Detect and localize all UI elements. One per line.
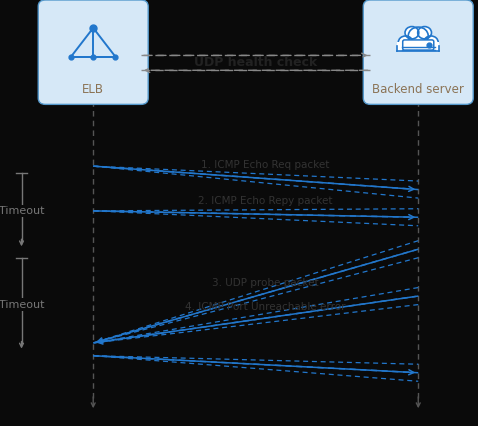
Circle shape	[408, 27, 428, 45]
Circle shape	[398, 36, 413, 49]
Text: Timeout: Timeout	[0, 206, 44, 216]
Circle shape	[424, 36, 438, 49]
Text: ELB: ELB	[82, 83, 104, 96]
Text: UDP health check: UDP health check	[194, 56, 317, 69]
FancyBboxPatch shape	[397, 42, 439, 51]
Text: Timeout: Timeout	[0, 299, 44, 310]
FancyBboxPatch shape	[363, 0, 473, 104]
Text: 3. UDP probe packet: 3. UDP probe packet	[212, 279, 319, 288]
Text: Backend server: Backend server	[372, 83, 464, 96]
FancyBboxPatch shape	[38, 0, 148, 104]
FancyBboxPatch shape	[402, 40, 434, 50]
Text: 2. ICMP Echo Repy packet: 2. ICMP Echo Repy packet	[198, 196, 333, 207]
Text: 4. ICMP Port Unreachable error: 4. ICMP Port Unreachable error	[185, 302, 346, 312]
Circle shape	[405, 26, 419, 39]
Text: 1. ICMP Echo Req packet: 1. ICMP Echo Req packet	[201, 160, 329, 170]
Circle shape	[418, 26, 432, 39]
